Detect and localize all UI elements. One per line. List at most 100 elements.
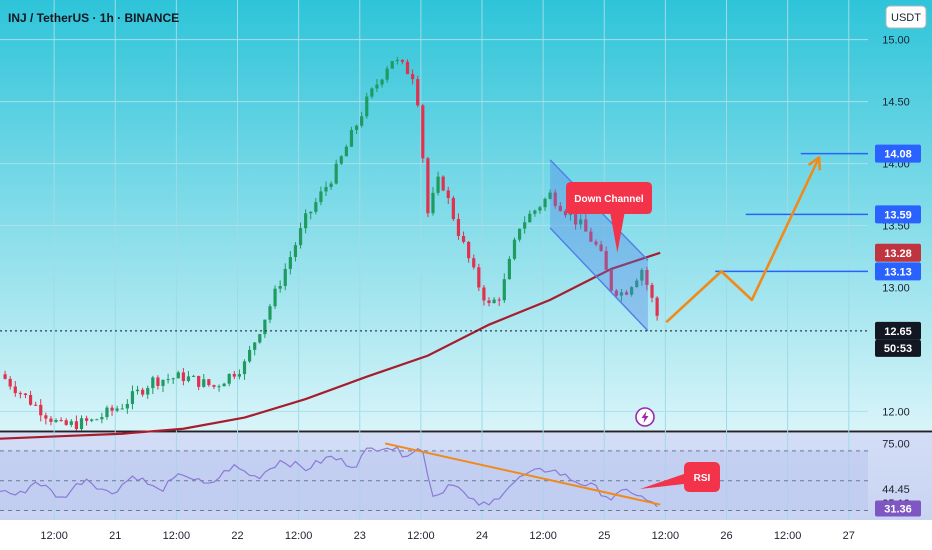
candle	[655, 296, 659, 321]
candle	[329, 181, 333, 190]
candle	[23, 393, 28, 399]
price-tag-label: 13.13	[884, 266, 912, 278]
time-tick-label: 12:00	[163, 530, 191, 542]
candle-body	[120, 408, 124, 410]
candle	[609, 268, 613, 293]
chart-title: INJ / TetherUS · 1h · BINANCE	[8, 11, 179, 25]
candle-body	[477, 267, 481, 288]
candle-body	[135, 389, 140, 392]
candle-body	[8, 378, 12, 387]
ma-layer	[0, 251, 661, 440]
candle-body	[95, 419, 99, 421]
candle	[456, 213, 461, 240]
candle-body	[319, 191, 323, 203]
rsi-layer	[0, 442, 661, 508]
candle-body	[650, 284, 654, 298]
candle-body	[543, 198, 547, 208]
time-tick-label: 23	[354, 530, 366, 542]
candle	[502, 273, 506, 303]
time-tick-label: 25	[598, 530, 610, 542]
candle-body	[523, 222, 527, 229]
candle-body	[298, 228, 303, 246]
candle-body	[385, 68, 389, 80]
candle	[258, 333, 262, 344]
candle-body	[349, 129, 354, 147]
countdown-tag: 50:53	[875, 339, 921, 357]
candle-body	[630, 287, 634, 295]
candle-body	[456, 219, 461, 236]
candle-body	[395, 59, 399, 62]
currency-button[interactable]: USDT	[885, 5, 927, 29]
candle	[161, 379, 165, 393]
candle	[13, 381, 17, 397]
candle-body	[528, 213, 532, 223]
candle	[558, 202, 562, 212]
candle	[635, 278, 639, 288]
price-tag: 12.65	[875, 321, 921, 340]
candle	[599, 240, 603, 252]
candle	[171, 377, 175, 385]
candle-body	[574, 213, 578, 225]
candle	[360, 111, 364, 128]
candle-body	[655, 297, 659, 316]
candle	[69, 419, 73, 428]
candle-body	[253, 342, 257, 350]
candle-body	[507, 258, 511, 280]
time-tick-label: 27	[843, 530, 855, 542]
down-channel-callout[interactable]: Down Channel	[566, 182, 652, 253]
candle-body	[166, 379, 170, 381]
candle-body	[609, 269, 613, 291]
candle-body	[421, 105, 425, 159]
candle	[293, 242, 298, 262]
candle	[181, 368, 185, 386]
candle-body	[497, 299, 501, 301]
candle-body	[171, 378, 175, 380]
projection-path[interactable]	[665, 156, 822, 324]
candle	[421, 103, 425, 163]
time-tick-label: 12:00	[285, 530, 313, 542]
candle	[650, 282, 654, 303]
candle	[314, 198, 318, 215]
candle-body	[79, 418, 84, 430]
candle	[405, 59, 410, 75]
candle-body	[273, 288, 277, 307]
candle	[278, 280, 282, 293]
candle-body	[34, 404, 38, 406]
candle	[467, 241, 471, 263]
candle	[3, 370, 7, 380]
candle	[533, 209, 537, 217]
candle	[416, 75, 420, 108]
candle-body	[44, 415, 48, 419]
level-lines[interactable]	[715, 152, 868, 273]
rsi-callout[interactable]: RSI	[640, 462, 720, 492]
candle	[130, 385, 135, 410]
rsi-trendline[interactable]	[384, 442, 661, 506]
candle	[385, 66, 389, 83]
candle	[115, 405, 119, 413]
rsi-value-label: 31.36	[884, 504, 912, 516]
candle-body	[176, 372, 180, 379]
down-channel-lower-line[interactable]	[549, 227, 649, 332]
time-tick-label: 12:00	[40, 530, 68, 542]
candle-body	[197, 375, 201, 387]
lightning-icon[interactable]	[635, 407, 655, 427]
candle-body	[278, 286, 282, 289]
candle-body	[563, 211, 568, 216]
projection-line[interactable]	[665, 156, 821, 324]
candle-body	[472, 258, 476, 268]
candle-body	[390, 61, 394, 69]
candle-body	[181, 372, 185, 381]
candle	[395, 57, 399, 65]
rsi-band	[0, 450, 868, 512]
candle-body	[482, 287, 486, 301]
candle	[202, 374, 206, 388]
candle-body	[533, 210, 537, 214]
candle	[248, 345, 252, 364]
candle-body	[584, 219, 588, 232]
candle	[120, 403, 124, 410]
candle-body	[283, 268, 287, 287]
candle-body	[115, 408, 119, 411]
candle-body	[548, 192, 552, 199]
